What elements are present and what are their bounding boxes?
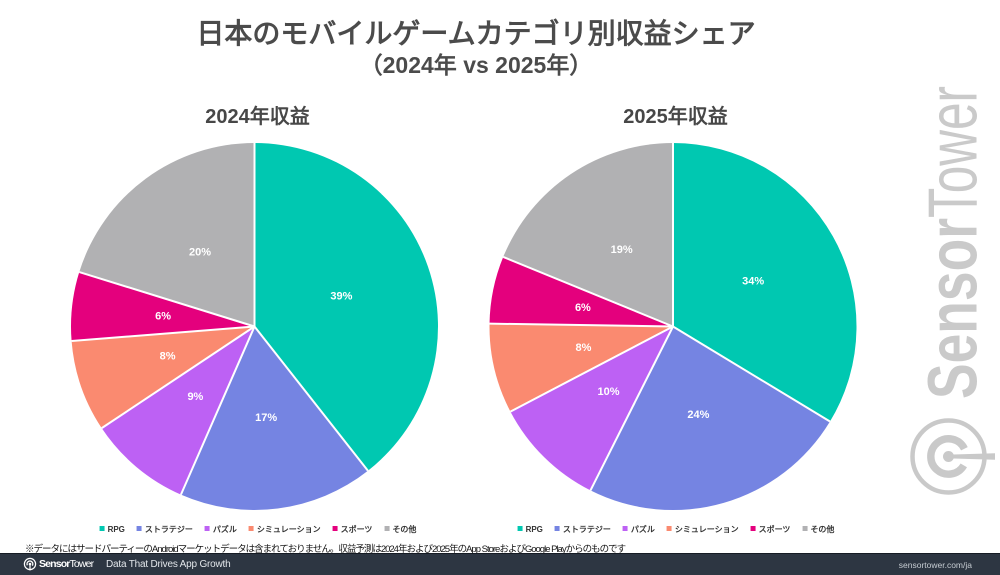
svg-text:20%: 20% <box>189 246 211 258</box>
svg-text:Sensor: Sensor <box>914 218 992 399</box>
svg-text:39%: 39% <box>330 290 352 302</box>
svg-text:24%: 24% <box>687 409 709 421</box>
svg-text:8%: 8% <box>576 342 592 354</box>
svg-text:6%: 6% <box>575 302 591 314</box>
svg-text:19%: 19% <box>611 244 633 256</box>
svg-text:10%: 10% <box>597 386 619 398</box>
svg-text:34%: 34% <box>742 275 764 287</box>
svg-text:9%: 9% <box>187 391 203 403</box>
svg-text:17%: 17% <box>255 412 277 424</box>
svg-text:6%: 6% <box>155 310 171 322</box>
svg-text:8%: 8% <box>160 351 176 363</box>
svg-text:Tower: Tower <box>914 86 992 218</box>
